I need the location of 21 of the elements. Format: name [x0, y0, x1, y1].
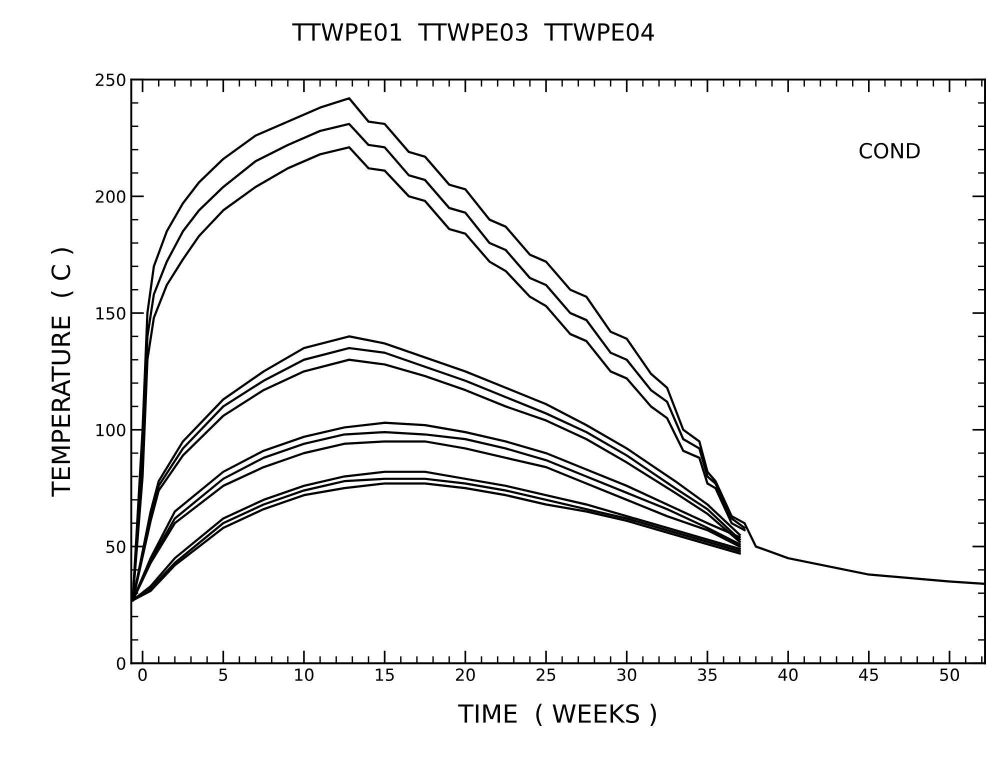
y-tick-label: 200 — [96, 190, 126, 203]
x-tick-label: 20 — [456, 668, 475, 682]
y-tick-label: 250 — [96, 74, 126, 86]
x-tick-label: 10 — [295, 668, 314, 682]
y-tick-label: 0 — [116, 657, 126, 670]
y-tick-label: 150 — [96, 307, 126, 320]
y-tick-label: 50 — [106, 540, 126, 554]
x-tick-label: 0 — [138, 668, 147, 682]
x-axis-title: TIME ( WEEKS ) — [458, 704, 656, 726]
x-tick-label: 45 — [859, 668, 878, 682]
x-tick-label: 35 — [698, 668, 717, 682]
annotation: COND — [860, 142, 920, 159]
y-tick-label: 100 — [96, 424, 126, 436]
y-axis-title: TEMPERATURE ( C ) — [50, 248, 74, 497]
x-tick-label: 25 — [536, 668, 556, 682]
chart-title: TTWPE01 TTWPE03 TTWPE04 — [292, 23, 654, 41]
x-tick-label: 5 — [219, 668, 228, 682]
x-tick-label: 50 — [940, 668, 960, 682]
x-tick-label: 30 — [617, 668, 636, 682]
x-tick-label: 15 — [376, 668, 394, 682]
x-tick-label: 40 — [778, 668, 798, 682]
